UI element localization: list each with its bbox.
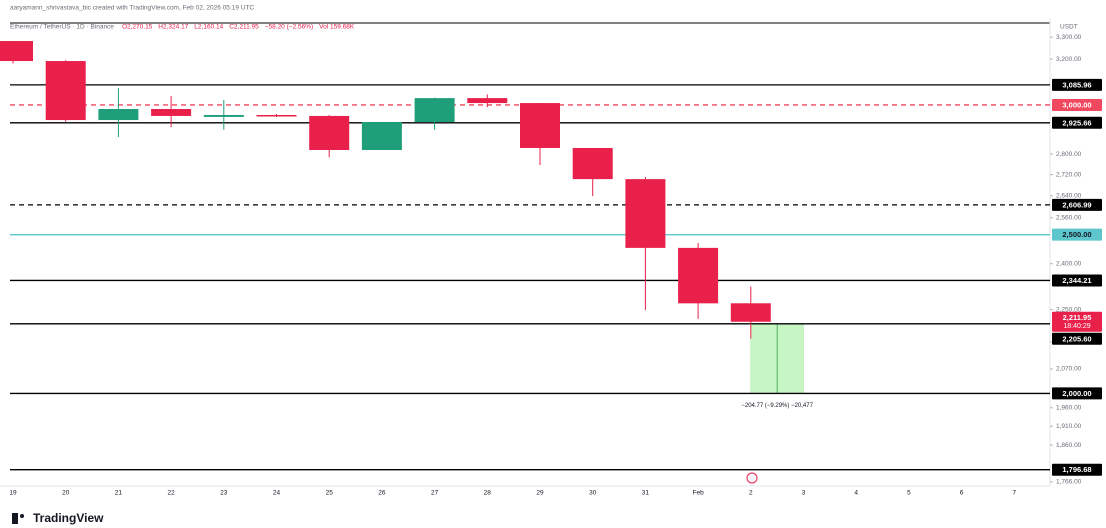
attribution: aaryamann_shrivastava_bic created with T… — [10, 5, 254, 12]
x-tick-label: 6 — [960, 490, 964, 497]
y-tick-label: 2,250.00 — [1056, 306, 1082, 313]
y-tick-label: 2,560.00 — [1056, 215, 1082, 222]
current-price-label: 2,211.95 — [1063, 313, 1092, 322]
x-tick-label: 3 — [802, 490, 806, 497]
x-tick-label: 19 — [9, 490, 17, 497]
x-tick-label: 20 — [62, 490, 70, 497]
measure-label: −204.77 (−9.29%) −20,477 — [741, 403, 813, 409]
price-label: 2,925.66 — [1062, 118, 1091, 127]
x-tick-label: 22 — [167, 490, 175, 497]
brand: TradingView — [12, 511, 104, 525]
price-label: 2,000.00 — [1062, 389, 1091, 398]
x-tick-label: 28 — [484, 490, 492, 497]
candle-body — [520, 103, 560, 148]
x-tick-label: 25 — [326, 490, 334, 497]
y-tick-label: 1,766.00 — [1056, 479, 1082, 486]
x-tick-label: 30 — [589, 490, 597, 497]
logo — [12, 513, 18, 524]
price-label: 1,796.68 — [1062, 465, 1091, 474]
candle-body — [203, 114, 244, 117]
price-label-box — [1052, 332, 1102, 345]
x-tick-label: 21 — [115, 490, 123, 497]
y-tick-label: 2,070.00 — [1056, 366, 1082, 373]
candle-body — [151, 108, 192, 116]
candle-body — [625, 179, 666, 248]
price-label: 3,085.96 — [1062, 80, 1091, 89]
price-label: 2,344.21 — [1062, 276, 1091, 285]
price-label-box — [1052, 228, 1102, 241]
x-tick-label: 31 — [642, 490, 650, 497]
candle-body — [256, 114, 297, 117]
x-tick-label: 5 — [907, 490, 911, 497]
y-tick-label: 3,200.00 — [1056, 56, 1082, 63]
price-label-box — [1052, 116, 1102, 129]
price-label-box — [1052, 274, 1102, 287]
ohlc-readout: C2,211.95 — [229, 24, 259, 31]
candle-body — [361, 121, 402, 150]
x-tick-label: 26 — [378, 490, 386, 497]
candle-body — [730, 303, 771, 322]
price-label-box — [1052, 198, 1102, 211]
candle-body — [414, 98, 455, 122]
x-tick-label: 29 — [536, 490, 544, 497]
y-tick-label: 3,300.00 — [1056, 34, 1082, 41]
price-label: 3,000.00 — [1062, 100, 1091, 109]
ohlc-readout: L2,160.14 — [194, 24, 223, 31]
candle-body — [678, 247, 719, 304]
y-tick-label: 2,640.00 — [1056, 193, 1082, 200]
price-label-box — [1052, 98, 1102, 111]
price-label: 2,500.00 — [1062, 230, 1091, 239]
candle-body — [572, 147, 613, 180]
ohlc-readout: H2,324.17 — [158, 24, 188, 31]
candle-body — [309, 115, 350, 150]
current-price-box — [1052, 311, 1102, 332]
y-tick-label: 1,960.00 — [1056, 405, 1082, 412]
y-tick-label: 2,400.00 — [1056, 260, 1082, 267]
ohlc-readout: Vol 159.68K — [319, 24, 355, 31]
brand-name: TradingView — [33, 511, 104, 525]
y-unit: USDT — [1060, 24, 1078, 31]
x-tick-label: Feb — [692, 490, 704, 497]
countdown: 18:40:29 — [1063, 323, 1090, 330]
icon — [746, 472, 758, 484]
x-tick-label: 4 — [854, 490, 858, 497]
price-label-box — [1052, 463, 1102, 476]
y-tick-label: 2,720.00 — [1056, 171, 1082, 178]
candle-body — [98, 108, 139, 121]
y-tick-label: 1,910.00 — [1056, 423, 1082, 430]
symbol-title: Ethereum / TetherUS · 1D · Binance — [10, 24, 114, 31]
price-label: 2,606.99 — [1062, 200, 1091, 209]
price-label-box — [1052, 387, 1102, 400]
candle-body — [467, 98, 508, 104]
x-tick-label: 23 — [220, 490, 228, 497]
logo — [20, 514, 24, 518]
y-tick-label: 2,800.00 — [1056, 151, 1082, 158]
ohlc-readout: −58.20 (−2.56%) — [265, 24, 313, 31]
candle-body — [0, 41, 33, 62]
y-tick-label: 1,860.00 — [1056, 442, 1082, 449]
x-tick-label: 2 — [749, 490, 753, 497]
price-label-box — [1052, 78, 1102, 91]
ohlc-readout: O2,270.15 — [122, 24, 153, 31]
x-tick-label: 24 — [273, 490, 281, 497]
candle-body — [45, 61, 86, 121]
x-tick-label: 27 — [431, 490, 439, 497]
price-label: 2,205.60 — [1062, 334, 1091, 343]
x-tick-label: 7 — [1012, 490, 1016, 497]
alert-icon — [746, 472, 758, 484]
